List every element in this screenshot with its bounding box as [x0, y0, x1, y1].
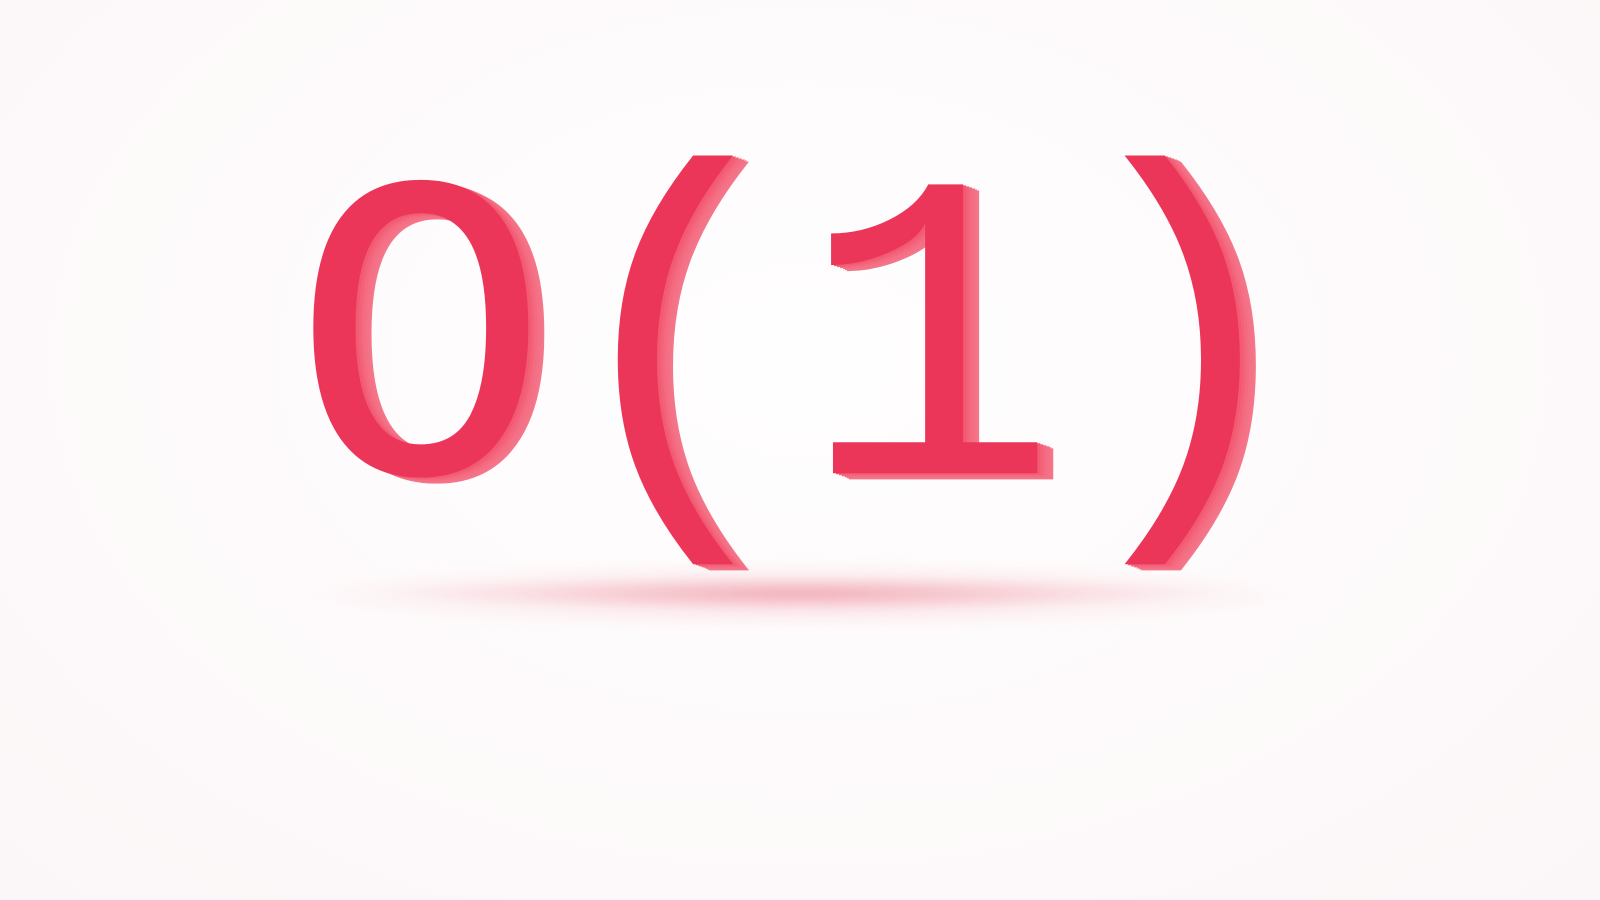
close-paren-glyph: ): [1054, 109, 1312, 606]
floor-shadow-core: [360, 576, 1240, 610]
big-o-notation-title: O(1): [0, 134, 1600, 583]
floor-shadow: [290, 560, 1310, 630]
letter-o-glyph: O: [291, 109, 550, 606]
digit-one-glyph: 1: [800, 109, 1058, 606]
open-paren-glyph: (: [545, 109, 804, 606]
